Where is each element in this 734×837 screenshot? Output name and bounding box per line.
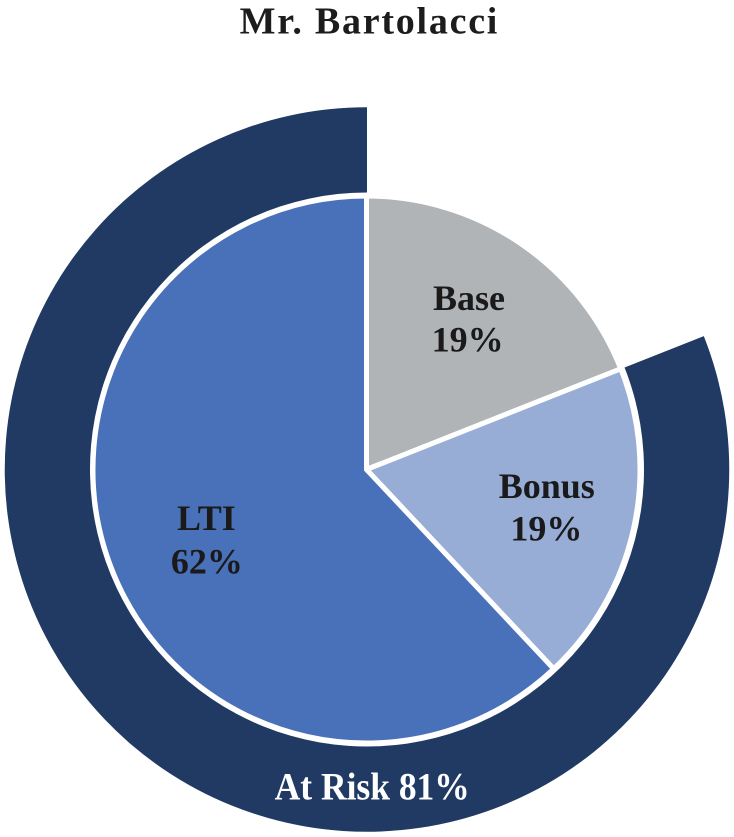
- svg-text:19%: 19%: [510, 509, 582, 549]
- svg-text:LTI: LTI: [177, 498, 236, 538]
- svg-text:19%: 19%: [432, 320, 504, 360]
- svg-text:Mr. Bartolacci: Mr. Bartolacci: [240, 1, 499, 43]
- svg-text:Base: Base: [433, 278, 505, 318]
- svg-text:Bonus: Bonus: [499, 466, 595, 506]
- svg-text:62%: 62%: [171, 542, 243, 582]
- svg-text:At Risk 81%: At Risk 81%: [275, 766, 470, 809]
